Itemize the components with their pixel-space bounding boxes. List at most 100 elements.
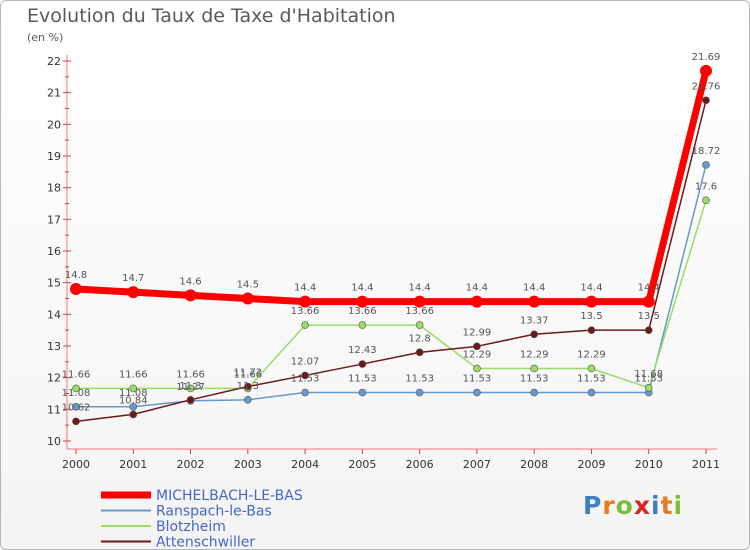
data-point	[644, 383, 653, 392]
data-point	[241, 292, 254, 305]
data-label: 13.5	[580, 311, 602, 322]
y-tick-label: 21	[47, 87, 61, 100]
legend-label: MICHELBACH-LE-BAS	[156, 488, 303, 504]
data-label: 21.69	[692, 52, 721, 63]
data-label: 14.4	[523, 283, 545, 294]
data-point	[473, 342, 481, 351]
data-label: 14.4	[580, 283, 602, 294]
data-point	[70, 283, 82, 295]
data-label: 11.72	[233, 368, 262, 379]
data-point	[587, 326, 596, 334]
proxiti-logo: Proxiti	[583, 491, 683, 520]
data-point	[244, 382, 252, 391]
data-point	[301, 388, 309, 397]
data-label: 11.66	[62, 369, 91, 380]
data-point	[358, 360, 367, 368]
x-tick-label: 2004	[291, 458, 319, 471]
data-label: 11.68	[634, 369, 663, 380]
data-point	[129, 384, 138, 393]
data-label: 11.66	[119, 369, 148, 380]
data-label: 13.5	[638, 311, 660, 322]
data-point	[127, 286, 140, 299]
y-tick-label: 15	[47, 277, 61, 290]
y-tick-label: 13	[47, 340, 61, 353]
y-tick-label: 20	[47, 118, 61, 131]
data-label: 14.4	[409, 283, 431, 294]
data-point	[702, 161, 710, 169]
data-label: 20.76	[692, 81, 721, 92]
series-line	[75, 199, 707, 390]
data-label: 11.53	[520, 374, 549, 385]
data-point	[585, 295, 598, 308]
data-label: 14.4	[294, 283, 316, 294]
x-tick-label: 2010	[635, 458, 663, 471]
data-label: 11.3	[237, 381, 259, 392]
data-point	[702, 196, 710, 205]
x-tick-label: 2006	[406, 458, 434, 471]
series-line	[75, 99, 707, 423]
data-label: 14.4	[466, 283, 488, 294]
legend-item: Attenschwiller	[101, 535, 255, 549]
data-point	[186, 396, 195, 404]
chart-title: Evolution du Taux de Taxe d'Habitation	[27, 5, 396, 27]
data-label: 11.27	[176, 382, 205, 393]
data-point	[587, 364, 596, 373]
data-label: 11.3	[179, 381, 201, 392]
data-label: 10.62	[62, 402, 91, 413]
data-point	[530, 330, 538, 339]
data-label: 12.43	[348, 345, 377, 356]
data-label: 11.66	[176, 369, 205, 380]
data-point	[301, 371, 309, 380]
data-label: 12.99	[463, 327, 492, 338]
data-point	[473, 364, 481, 373]
y-tick-label: 10	[47, 435, 61, 448]
data-label: 17.6	[695, 181, 717, 192]
series-line	[75, 164, 707, 408]
data-point	[415, 388, 424, 397]
logo-letter: P	[583, 491, 603, 520]
data-point	[528, 295, 541, 308]
data-label: 12.29	[577, 349, 606, 360]
data-point	[415, 321, 424, 329]
x-tick-label: 2005	[348, 458, 376, 471]
data-point	[473, 388, 481, 397]
data-label: 14.8	[65, 270, 87, 281]
logo-letter: i	[651, 491, 661, 520]
data-label: 11.08	[62, 388, 91, 399]
logo-letter: x	[633, 491, 651, 520]
data-point	[530, 388, 538, 397]
data-label: 12.29	[520, 349, 549, 360]
legend-item: Ranspach-le-Bas	[101, 504, 272, 520]
series-line	[72, 67, 710, 306]
x-tick-label: 2009	[577, 458, 605, 471]
data-label: 11.66	[233, 369, 262, 380]
data-label: 13.66	[348, 306, 377, 317]
data-label: 14.5	[237, 280, 259, 291]
y-tick-label: 14	[47, 308, 61, 321]
data-point	[700, 64, 712, 77]
data-point	[184, 289, 197, 302]
data-point	[356, 295, 369, 308]
data-point	[358, 321, 367, 329]
data-point	[413, 295, 426, 308]
x-tick-label: 2003	[234, 458, 262, 471]
data-label: 11.08	[119, 388, 148, 399]
data-label: 13.37	[520, 315, 549, 326]
data-label: 11.53	[634, 374, 663, 385]
logo-letter: r	[602, 491, 616, 520]
x-tick-label: 2011	[692, 458, 720, 471]
data-label: 13.66	[405, 306, 434, 317]
data-point	[642, 295, 655, 308]
y-tick-label: 19	[47, 150, 61, 163]
data-point	[644, 326, 653, 334]
data-point	[415, 348, 424, 357]
data-point	[470, 295, 483, 308]
data-point	[530, 364, 538, 373]
data-label: 12.29	[463, 349, 492, 360]
data-label: 11.53	[405, 374, 434, 385]
data-label: 11.53	[577, 374, 606, 385]
legend-label: Ranspach-le-Bas	[156, 504, 272, 520]
legend-label: Blotzheim	[156, 519, 226, 535]
